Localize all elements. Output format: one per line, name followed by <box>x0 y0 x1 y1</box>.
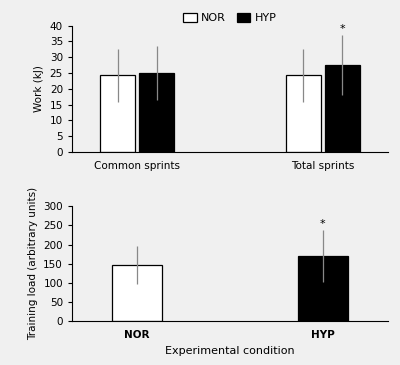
Bar <box>100 76 135 152</box>
Text: *: * <box>320 219 326 229</box>
Bar <box>325 65 360 152</box>
Y-axis label: Work (kJ): Work (kJ) <box>34 65 44 112</box>
Text: *: * <box>340 24 345 34</box>
Bar <box>139 73 174 152</box>
Bar <box>286 76 321 152</box>
Y-axis label: Training load (arbitrary units): Training load (arbitrary units) <box>28 187 38 340</box>
Legend: NOR, HYP: NOR, HYP <box>179 8 281 28</box>
Bar <box>298 256 348 321</box>
X-axis label: Experimental condition: Experimental condition <box>165 346 295 356</box>
Bar <box>112 265 162 321</box>
